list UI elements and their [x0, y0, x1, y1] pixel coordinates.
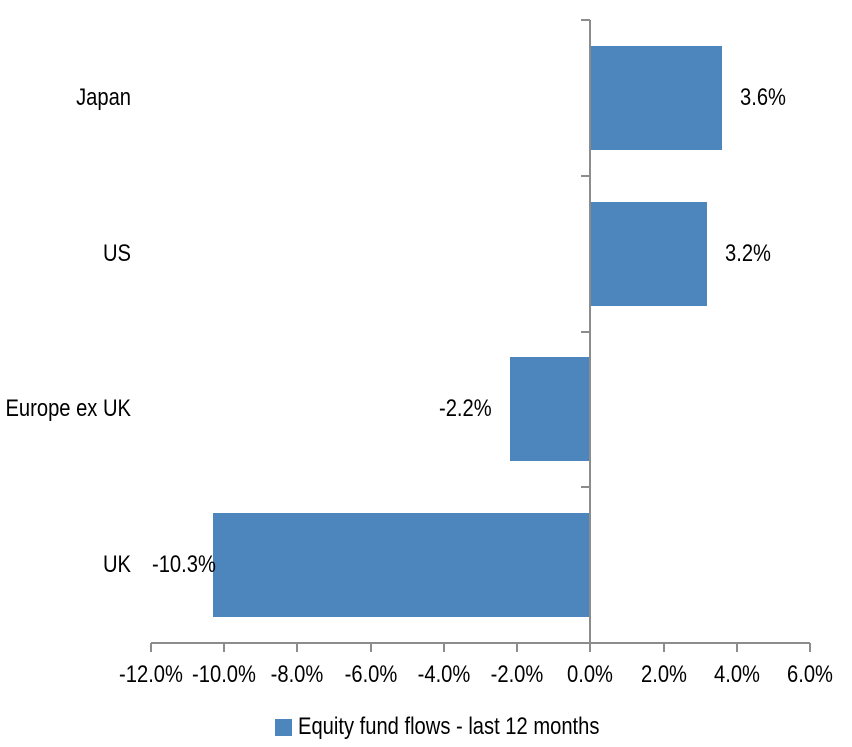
x-axis-label-6.0: 6.0%	[787, 661, 833, 688]
x-axis-tick--6.0	[369, 643, 372, 652]
y-axis-tick-0	[581, 19, 591, 21]
data-label-japan: 3.6%	[740, 83, 787, 111]
x-axis-label--4.0: -4.0%	[417, 661, 471, 688]
x-axis-tick--2.0	[516, 643, 519, 652]
y-axis-tick-3	[581, 486, 591, 489]
category-label-us: US	[102, 239, 131, 267]
x-axis-label--6.0: -6.0%	[344, 661, 397, 688]
x-axis-tick--4.0	[442, 643, 445, 652]
x-axis-tick--12.0	[150, 643, 152, 652]
x-axis-tick--8.0	[296, 643, 299, 652]
data-label-europe-ex-uk: -2.2%	[439, 395, 492, 423]
x-axis-tick-2.0	[662, 643, 665, 652]
category-label-uk: UK	[102, 551, 131, 579]
x-axis-label--2.0: -2.0%	[490, 661, 544, 688]
data-label-uk: -10.3%	[152, 551, 216, 579]
category-label-europe-ex-uk: Europe ex UK	[5, 395, 131, 423]
x-axis-label-0.0: 0.0%	[567, 661, 614, 688]
legend-marker-square	[275, 719, 292, 736]
bar-us	[590, 201, 708, 306]
x-axis-tick-4.0	[735, 643, 738, 652]
bar-europe-ex-uk	[509, 357, 591, 462]
category-label-japan: Japan	[76, 83, 131, 111]
y-axis-tick-2	[581, 330, 591, 333]
x-axis-label--8.0: -8.0%	[271, 661, 324, 688]
data-label-us: 3.2%	[725, 239, 772, 267]
horizontal-axis-line	[151, 642, 810, 644]
x-axis-label--12.0: -12.0%	[119, 661, 183, 688]
x-axis-label-2.0: 2.0%	[640, 661, 687, 688]
y-axis-tick-1	[581, 174, 591, 177]
x-axis-label--10.0: -10.0%	[192, 661, 257, 688]
x-axis-tick--10.0	[223, 643, 226, 652]
bar-uk	[213, 513, 591, 618]
x-axis-tick-6.0	[809, 643, 811, 652]
vertical-axis-line	[589, 20, 591, 652]
bar-japan	[590, 45, 723, 150]
x-axis-label-4.0: 4.0%	[713, 661, 760, 688]
legend-label: Equity fund flows - last 12 months	[298, 713, 600, 740]
